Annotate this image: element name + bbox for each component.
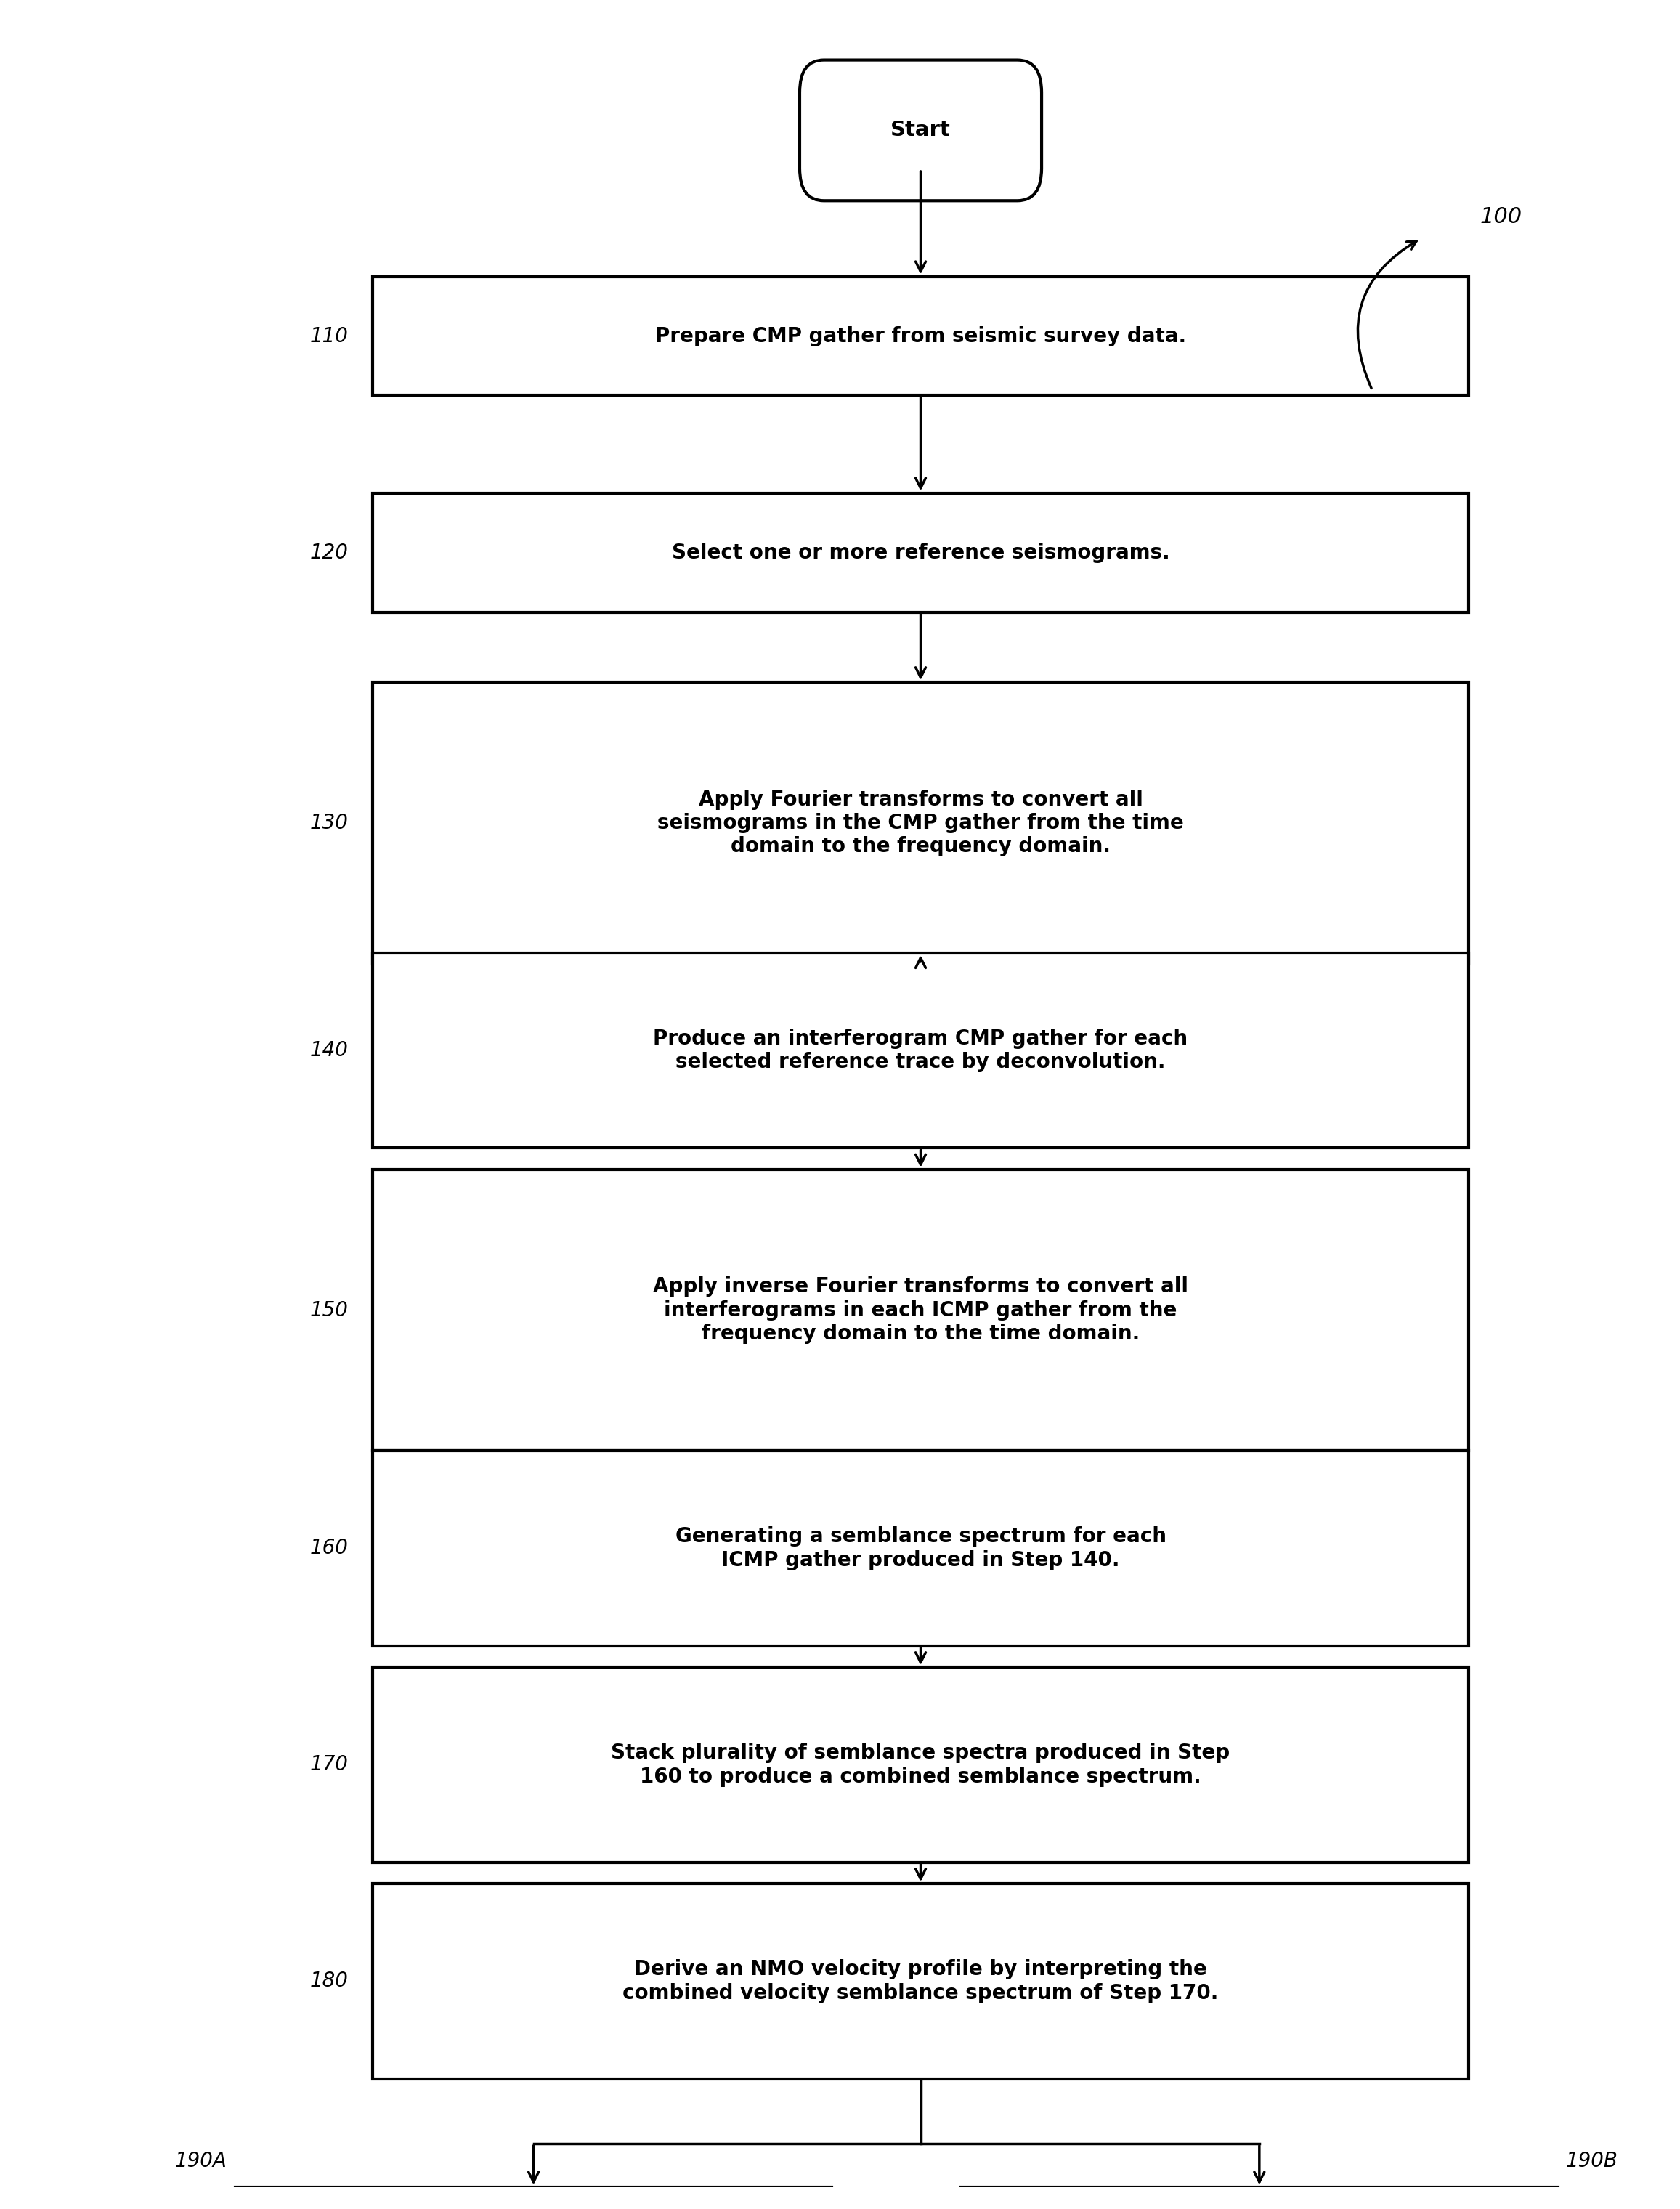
- Bar: [373, 1668, 1468, 1862]
- Bar: [235, 2187, 832, 2209]
- Bar: [373, 1451, 1468, 1646]
- FancyArrowPatch shape: [1357, 241, 1416, 389]
- Text: 190B: 190B: [1566, 2152, 1618, 2171]
- Bar: [373, 276, 1468, 395]
- Bar: [373, 493, 1468, 612]
- Text: Stack plurality of semblance spectra produced in Step
160 to produce a combined : Stack plurality of semblance spectra pro…: [612, 1743, 1230, 1787]
- Bar: [961, 2187, 1557, 2209]
- Text: 140: 140: [309, 1040, 348, 1060]
- Text: 150: 150: [309, 1299, 348, 1321]
- Text: 190A: 190A: [175, 2152, 227, 2171]
- Text: 170: 170: [309, 1754, 348, 1776]
- Text: 100: 100: [1480, 205, 1522, 228]
- Text: 160: 160: [309, 1537, 348, 1560]
- Text: Prepare CMP gather from seismic survey data.: Prepare CMP gather from seismic survey d…: [655, 325, 1186, 347]
- Text: Produce an interferogram CMP gather for each
selected reference trace by deconvo: Produce an interferogram CMP gather for …: [654, 1029, 1188, 1071]
- Text: Select one or more reference seismograms.: Select one or more reference seismograms…: [672, 541, 1169, 563]
- Text: Apply Fourier transforms to convert all
seismograms in the CMP gather from the t: Apply Fourier transforms to convert all …: [657, 789, 1184, 857]
- Text: Start: Start: [890, 119, 951, 141]
- Text: 120: 120: [309, 541, 348, 563]
- FancyBboxPatch shape: [800, 60, 1042, 201]
- Text: 110: 110: [309, 325, 348, 347]
- Bar: [373, 683, 1468, 963]
- Text: 130: 130: [309, 813, 348, 833]
- Text: Generating a semblance spectrum for each
ICMP gather produced in Step 140.: Generating a semblance spectrum for each…: [675, 1526, 1166, 1571]
- Text: 180: 180: [309, 1970, 348, 1993]
- Bar: [373, 952, 1468, 1149]
- Bar: [373, 1884, 1468, 2079]
- Text: Derive an NMO velocity profile by interpreting the
combined velocity semblance s: Derive an NMO velocity profile by interp…: [623, 1959, 1218, 2004]
- Text: Apply inverse Fourier transforms to convert all
interferograms in each ICMP gath: Apply inverse Fourier transforms to conv…: [654, 1277, 1188, 1343]
- Bar: [373, 1169, 1468, 1451]
